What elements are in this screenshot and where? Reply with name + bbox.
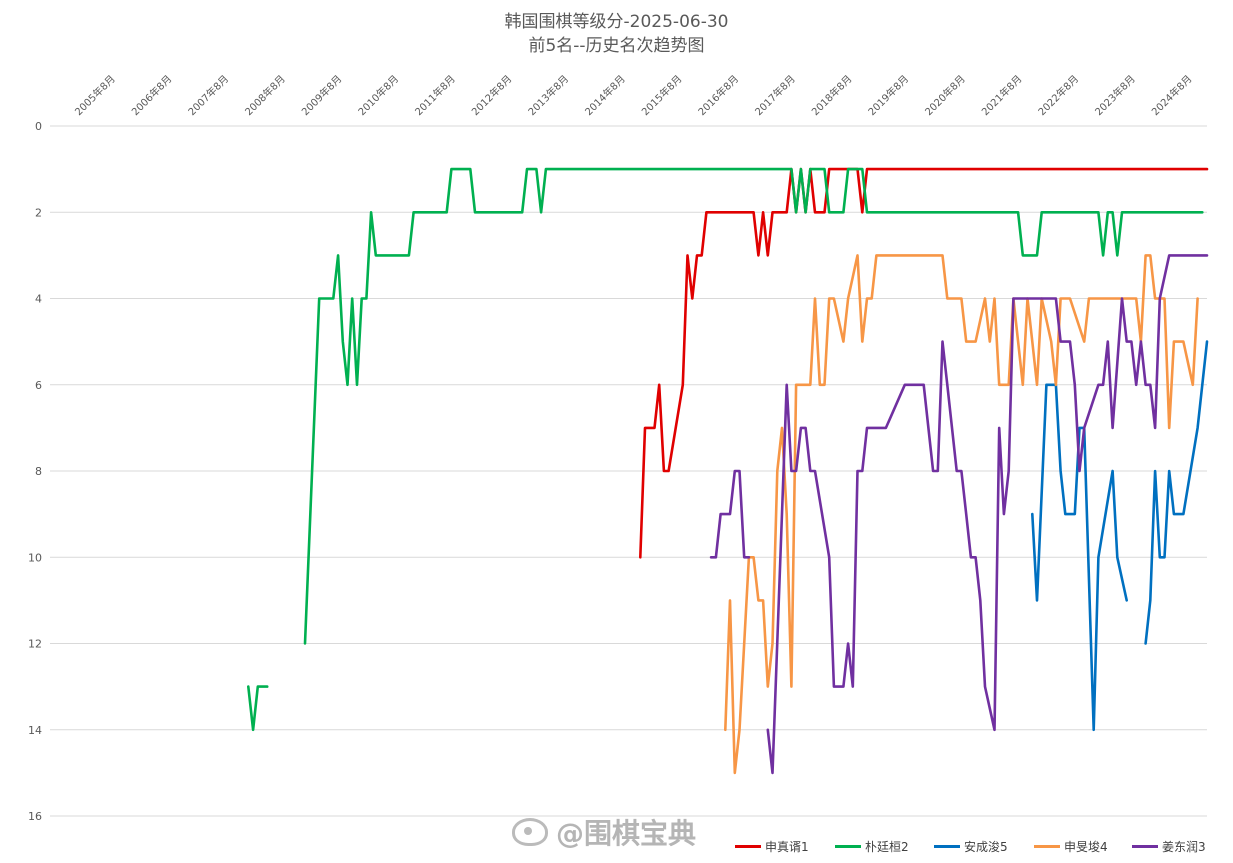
legend-item: 姜东润3 bbox=[1132, 838, 1206, 855]
x-tick-label: 2018年8月 bbox=[809, 72, 855, 118]
legend-label: 申真谞1 bbox=[765, 840, 809, 854]
x-tick-label: 2024年8月 bbox=[1149, 72, 1195, 118]
x-tick-label: 2012年8月 bbox=[469, 72, 515, 118]
legend-item: 申真谞1 bbox=[735, 838, 809, 855]
x-tick-label: 2020年8月 bbox=[922, 72, 968, 118]
legend-swatch bbox=[1034, 845, 1060, 848]
legend-swatch bbox=[1132, 845, 1158, 848]
chart-subtitle: 前5名--历史名次趋势图 bbox=[528, 36, 705, 56]
weibo-logo-icon bbox=[512, 818, 548, 846]
legend-label: 朴廷桓2 bbox=[865, 840, 909, 854]
watermark-text: @围棋宝典 bbox=[556, 817, 697, 850]
x-tick-label: 2021年8月 bbox=[979, 72, 1025, 118]
chart-legend: 申真谞1 朴廷桓2 安成浚5 申旻埈4 姜东润3 bbox=[735, 838, 1206, 856]
x-tick-label: 2015年8月 bbox=[639, 72, 685, 118]
series-line-3 bbox=[1031, 383, 1128, 732]
x-tick-label: 2008年8月 bbox=[242, 72, 288, 118]
legend-swatch bbox=[835, 845, 861, 848]
x-tick-label: 2013年8月 bbox=[525, 72, 571, 118]
x-tick-label: 2006年8月 bbox=[129, 72, 175, 118]
legend-label: 申旻埈4 bbox=[1064, 840, 1108, 854]
y-tick-label: 12 bbox=[28, 638, 42, 651]
y-tick-label: 10 bbox=[28, 551, 42, 564]
legend-item: 安成浚5 bbox=[934, 838, 1008, 855]
x-tick-label: 2019年8月 bbox=[865, 72, 911, 118]
x-tick-label: 2023年8月 bbox=[1092, 72, 1138, 118]
y-tick-label: 8 bbox=[35, 465, 42, 478]
legend-item: 朴廷桓2 bbox=[835, 838, 909, 855]
series-line-5 bbox=[709, 469, 751, 559]
legend-label: 安成浚5 bbox=[964, 840, 1008, 854]
y-tick-label: 0 bbox=[35, 120, 42, 133]
series-line-5 bbox=[766, 254, 1209, 775]
legend-label: 姜东润3 bbox=[1162, 840, 1206, 854]
series-line-2 bbox=[303, 167, 1204, 645]
legend-item: 申旻埈4 bbox=[1034, 838, 1108, 855]
chart-title: 韩国围棋等级分-2025-06-30 bbox=[504, 12, 729, 32]
y-tick-label: 16 bbox=[28, 810, 42, 823]
y-tick-label: 2 bbox=[35, 206, 42, 219]
y-tick-label: 6 bbox=[35, 379, 42, 392]
series-line-1 bbox=[638, 167, 1209, 559]
x-tick-label: 2022年8月 bbox=[1035, 72, 1081, 118]
x-tick-label: 2005年8月 bbox=[72, 72, 118, 118]
y-tick-label: 4 bbox=[35, 293, 42, 306]
x-tick-label: 2017年8月 bbox=[752, 72, 798, 118]
x-tick-label: 2011年8月 bbox=[412, 72, 458, 118]
legend-swatch bbox=[934, 845, 960, 848]
x-tick-label: 2009年8月 bbox=[299, 72, 345, 118]
series-line-3 bbox=[1144, 340, 1209, 645]
x-tick-label: 2007年8月 bbox=[185, 72, 231, 118]
y-tick-label: 14 bbox=[28, 724, 42, 737]
x-tick-label: 2010年8月 bbox=[355, 72, 401, 118]
series-line-2 bbox=[247, 685, 269, 732]
legend-swatch bbox=[735, 845, 761, 848]
x-tick-label: 2014年8月 bbox=[582, 72, 628, 118]
x-tick-label: 2016年8月 bbox=[695, 72, 741, 118]
series-line-4 bbox=[723, 254, 1199, 775]
watermark: @围棋宝典 bbox=[512, 812, 696, 852]
